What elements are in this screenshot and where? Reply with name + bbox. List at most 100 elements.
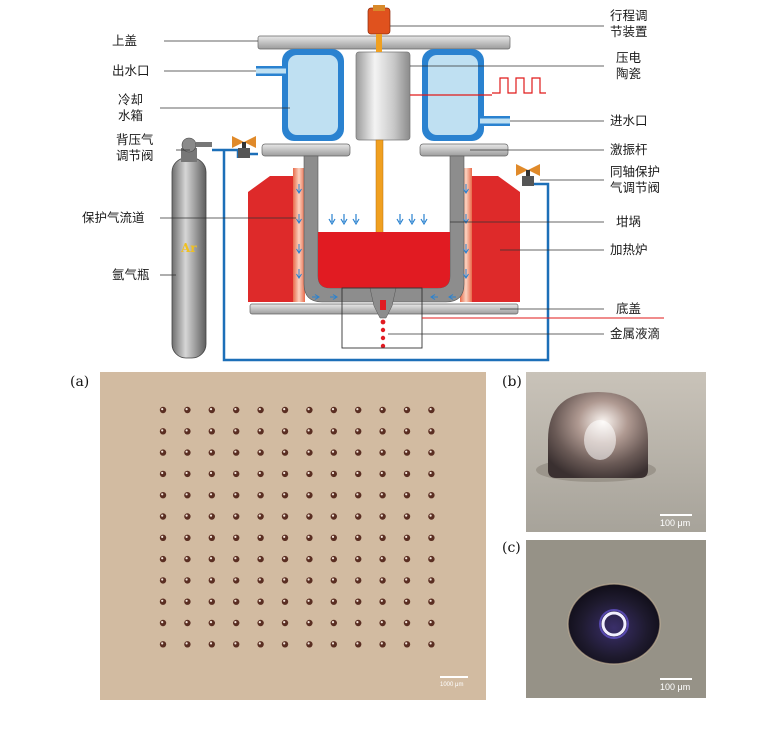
pressure-arrow [340, 214, 348, 226]
droplet-dot [159, 619, 167, 627]
droplet-dot [379, 492, 386, 499]
droplet-dot [159, 492, 167, 499]
droplet-dot [403, 619, 411, 627]
droplet-highlight [185, 450, 188, 453]
droplet-dot [330, 641, 337, 648]
droplet-dot [184, 406, 191, 414]
droplet-dot [306, 406, 313, 414]
droplet-dot [355, 577, 362, 584]
coaxial-valve[interactable] [516, 164, 540, 186]
droplet-highlight [258, 599, 261, 602]
label-stroke-1: 行程调 [610, 8, 648, 23]
droplet-dot [257, 598, 264, 605]
label-coaxial-1: 同轴保护 [610, 164, 660, 179]
droplet-dot [233, 577, 240, 584]
droplet-highlight [331, 429, 335, 432]
droplet-dot [257, 555, 264, 563]
pressure-arrow [328, 214, 336, 226]
droplet-dot [379, 555, 386, 563]
droplet-highlight [258, 429, 261, 432]
droplet-highlight [307, 557, 310, 560]
droplet-highlight [209, 535, 213, 539]
molten-metal [318, 232, 450, 288]
photo-panel-c: (c) 100 μm [502, 540, 706, 698]
droplet-highlight [380, 599, 383, 602]
droplet-highlight [185, 621, 188, 624]
pressure-arrow [408, 214, 416, 226]
flow-arrow [296, 184, 302, 194]
label-piezo-1: 压电 [616, 50, 642, 65]
flow-arrow [463, 269, 469, 279]
droplet-dot [306, 492, 313, 499]
droplet-highlight [209, 578, 213, 581]
droplet-highlight [429, 514, 432, 517]
droplet-dot [281, 428, 289, 435]
droplet-dot [233, 428, 240, 435]
droplet-dot [379, 449, 386, 456]
droplet-highlight [283, 557, 286, 560]
droplet-dot [233, 534, 240, 541]
droplet-highlight [258, 578, 261, 581]
droplet-highlight [405, 578, 408, 581]
top-cover-plate [257, 35, 511, 50]
droplet-highlight [258, 557, 261, 560]
droplet-highlight [356, 599, 359, 602]
droplet-dot [306, 598, 313, 605]
droplet-highlight [161, 408, 164, 411]
droplet-dot [428, 577, 435, 584]
droplet-dot [403, 513, 411, 520]
stroke-adjuster[interactable] [367, 5, 391, 52]
flow-arrow [448, 294, 456, 300]
droplet-dot [403, 449, 411, 456]
droplet-dot [355, 513, 362, 520]
droplet-highlight [209, 642, 213, 645]
droplet-highlight [380, 408, 383, 411]
droplet-dot [208, 406, 215, 414]
droplet-dot [355, 406, 362, 414]
left-labels: 上盖 出水口 冷却 水箱 背压气 调节阀 保护气流道 氩气瓶 [82, 33, 154, 282]
droplet-highlight [234, 557, 237, 560]
droplet-highlight [258, 535, 261, 539]
droplet-highlight [234, 621, 237, 624]
droplet-highlight [234, 429, 237, 432]
droplet-dot [355, 641, 362, 648]
droplet-dot [159, 555, 167, 563]
label-furnace: 加热炉 [610, 242, 648, 257]
droplet-dot [379, 428, 386, 435]
droplet-highlight [161, 578, 164, 581]
droplet-highlight [405, 471, 408, 475]
droplet-highlight [209, 450, 213, 453]
droplet-dot [281, 492, 289, 499]
droplet-dot [184, 513, 191, 520]
droplet-dot [281, 598, 289, 605]
droplet-highlight [405, 642, 408, 645]
pressure-arrow [396, 214, 404, 226]
droplet-dot [208, 641, 215, 648]
argon-mark: Ar [180, 241, 197, 255]
droplet-highlight [356, 429, 359, 432]
droplet-dot [233, 449, 240, 456]
back-pressure-valve[interactable] [232, 136, 256, 158]
droplet-array [159, 406, 435, 648]
droplet-dot [159, 428, 167, 435]
droplet-dot [281, 577, 289, 584]
droplet-dot [208, 534, 215, 541]
scale-bar-c: 100 μm [660, 682, 690, 692]
droplet-highlight [283, 599, 286, 602]
droplet-highlight [380, 642, 383, 645]
droplet-highlight [331, 408, 335, 411]
droplet-highlight [161, 429, 164, 432]
pressure-arrow [352, 214, 360, 226]
droplet-dot [184, 470, 191, 478]
droplet-dot [428, 449, 435, 456]
channel-flow-arrows [296, 184, 469, 300]
droplet-dot [281, 470, 289, 478]
droplet-highlight [429, 493, 432, 496]
leader-lines [160, 25, 604, 335]
droplet-highlight [185, 408, 188, 411]
droplet-dot [403, 470, 411, 478]
droplet-highlight [161, 557, 164, 560]
droplet-highlight [185, 642, 188, 645]
droplet-highlight [331, 599, 335, 602]
droplet-highlight [234, 578, 237, 581]
